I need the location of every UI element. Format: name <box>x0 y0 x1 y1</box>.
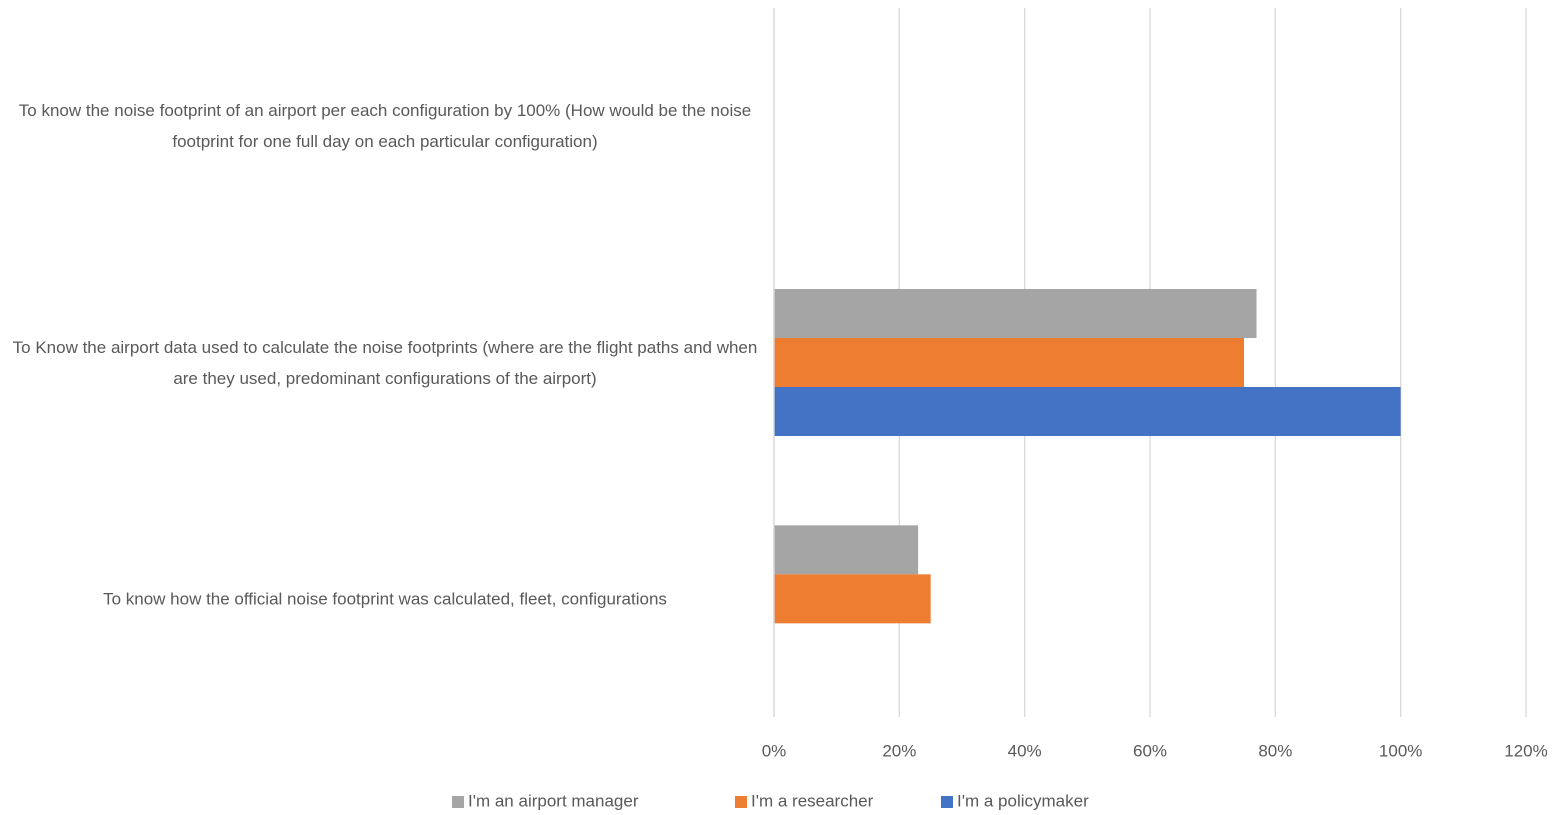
y-tick-label: To Know the airport data used to calcula… <box>12 337 758 388</box>
legend-label: I'm a researcher <box>751 791 874 810</box>
y-tick-label: To know how the official noise footprint… <box>103 589 667 609</box>
legend-label: I'm an airport manager <box>468 791 639 810</box>
legend-label: I'm a policymaker <box>957 791 1089 810</box>
x-tick-label: 60% <box>1133 741 1167 760</box>
legend-swatch <box>735 796 747 808</box>
bar <box>774 289 1257 338</box>
x-tick-label: 80% <box>1258 741 1292 760</box>
x-tick-label: 0% <box>762 741 787 760</box>
legend-swatch <box>452 796 464 808</box>
bar <box>774 387 1401 436</box>
bar <box>774 338 1244 387</box>
x-tick-label: 120% <box>1504 741 1547 760</box>
y-tick-label: To know the noise footprint of an airpor… <box>18 101 752 152</box>
legend-swatch <box>941 796 953 808</box>
x-tick-label: 20% <box>882 741 916 760</box>
x-tick-label: 40% <box>1008 741 1042 760</box>
x-tick-label: 100% <box>1379 741 1422 760</box>
bar <box>774 525 919 575</box>
bar <box>774 574 931 624</box>
